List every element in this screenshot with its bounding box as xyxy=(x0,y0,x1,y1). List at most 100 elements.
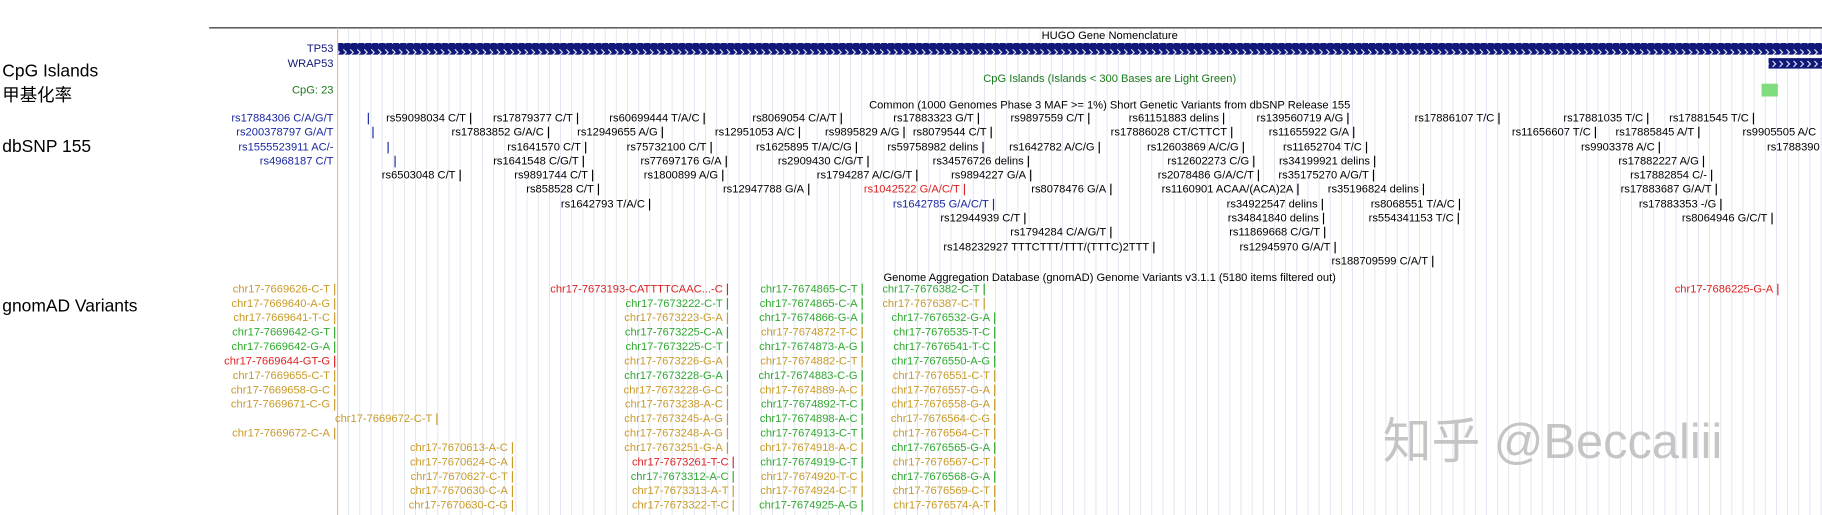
variant-label[interactable]: chr17-7674924-C-T xyxy=(760,485,857,497)
snp-label[interactable]: rs17883353 -/G xyxy=(1639,199,1716,211)
variant-label[interactable]: chr17-7674889-A-C xyxy=(760,384,858,396)
dbsnp-left-label[interactable]: rs4968187 C/T xyxy=(260,156,334,168)
snp-label[interactable]: rs12949655 A/G xyxy=(577,126,658,138)
snp-label[interactable]: rs2078486 G/A/C/T xyxy=(1158,169,1254,181)
snp-label[interactable]: rs9891744 C/T xyxy=(514,169,588,181)
snp-label[interactable]: rs34841840 delins xyxy=(1228,213,1319,225)
gene-bar[interactable] xyxy=(338,43,1822,55)
variant-label[interactable]: chr17-7669658-G-C xyxy=(231,384,330,396)
snp-label[interactable]: rs17882854 C/- xyxy=(1630,169,1707,181)
snp-label[interactable]: rs17885845 A/T xyxy=(1616,126,1695,138)
variant-label[interactable]: chr17-7674920-T-C xyxy=(761,471,858,483)
snp-label[interactable]: rs6503048 C/T xyxy=(382,169,456,181)
snp-label[interactable]: rs9903378 A/C xyxy=(1581,142,1655,154)
variant-label[interactable]: chr17-7673193-CATTTTCAAC...-C xyxy=(550,283,722,295)
variant-label[interactable]: chr17-7674872-T-C xyxy=(761,327,858,339)
snp-label[interactable]: rs59758982 delins xyxy=(887,142,978,154)
snp-label[interactable]: rs9905505 A/C xyxy=(1743,126,1817,138)
variant-label[interactable]: chr17-7670627-C-T xyxy=(411,471,508,483)
snp-label[interactable]: rs17882227 A/G xyxy=(1618,156,1699,168)
snp-label[interactable]: rs11652704 T/C xyxy=(1283,142,1362,154)
snp-label[interactable]: rs17886107 T/C xyxy=(1415,113,1495,125)
variant-label[interactable]: chr17-7669672-C-A xyxy=(232,428,330,440)
gene-name[interactable]: WRAP53 xyxy=(288,58,334,70)
snp-label[interactable]: rs34576726 delins xyxy=(933,156,1024,168)
variant-label[interactable]: chr17-7676564-C-T xyxy=(893,428,990,440)
variant-label[interactable]: chr17-7673225-C-A xyxy=(625,327,723,339)
snp-label[interactable]: rs17879377 C/T xyxy=(493,113,573,125)
snp-label[interactable]: rs17886028 CT/CTTCT xyxy=(1111,126,1228,138)
snp-label[interactable]: rs17883852 G/A/C xyxy=(452,126,544,138)
variant-label[interactable]: chr17-7676550-A-G xyxy=(892,355,990,367)
variant-label[interactable]: chr17-7673228-G-C xyxy=(624,384,723,396)
snp-label[interactable]: rs17881035 T/C xyxy=(1563,113,1643,125)
snp-label[interactable]: rs8078476 G/A xyxy=(1031,183,1106,195)
snp-label[interactable]: rs17881545 T/C xyxy=(1669,113,1749,125)
variant-label[interactable]: chr17-7676541-T-C xyxy=(893,341,990,353)
snp-label[interactable]: rs12947788 G/A xyxy=(723,183,805,195)
variant-label[interactable]: chr17-7676558-G-A xyxy=(892,399,991,411)
variant-label[interactable]: chr17-7676567-C-T xyxy=(893,456,990,468)
snp-label[interactable]: rs60699444 T/A/C xyxy=(609,113,699,125)
variant-label[interactable]: chr17-7673238-A-C xyxy=(625,399,723,411)
cpg-island[interactable] xyxy=(1761,83,1778,97)
snp-label[interactable]: rs1642782 A/C/G xyxy=(1009,142,1094,154)
snp-label[interactable]: rs1641570 C/T xyxy=(507,142,581,154)
variant-label[interactable]: chr17-7673222-C-T xyxy=(626,298,723,310)
snp-label[interactable]: rs148232927 TTTCTTT/TTT/(TTTC)2TTT xyxy=(943,242,1149,254)
gene-name[interactable]: TP53 xyxy=(307,43,334,55)
variant-label[interactable]: chr17-7669642-G-A xyxy=(232,341,331,353)
snp-label[interactable]: rs12951053 A/C xyxy=(715,126,795,138)
snp-label[interactable]: rs9897559 C/T xyxy=(1010,113,1084,125)
variant-label[interactable]: chr17-7674898-A-C xyxy=(760,413,858,425)
snp-label[interactable]: rs17883687 G/A/T xyxy=(1621,183,1712,195)
variant-label[interactable]: chr17-7673223-G-A xyxy=(624,312,723,324)
variant-label[interactable]: chr17-7676564-C-G xyxy=(891,413,990,425)
snp-label[interactable]: rs139560719 A/G xyxy=(1257,113,1344,125)
variant-label[interactable]: chr17-7676532-G-A xyxy=(892,312,991,324)
snp-label[interactable]: rs1625895 T/A/C/G xyxy=(756,142,852,154)
dbsnp-left-label[interactable]: rs1555523911 AC/- xyxy=(238,142,333,154)
variant-label[interactable]: chr17-7676574-A-T xyxy=(893,500,990,512)
snp-label[interactable]: rs1800899 A/G xyxy=(644,169,718,181)
snp-label[interactable]: rs9894227 G/A xyxy=(951,169,1026,181)
snp-label[interactable]: rs75732100 C/T xyxy=(627,142,707,154)
snp-label[interactable]: rs2909430 C/G/T xyxy=(778,156,864,168)
variant-label[interactable]: chr17-7686225-G-A xyxy=(1675,283,1774,295)
snp-label[interactable]: rs34199921 delins xyxy=(1279,156,1370,168)
snp-label[interactable]: rs1042522 G/A/C/T xyxy=(864,183,960,195)
variant-label[interactable]: chr17-7673226-G-A xyxy=(624,355,723,367)
snp-label[interactable]: rs34922547 delins xyxy=(1227,199,1318,211)
variant-label[interactable]: chr17-7676565-G-A xyxy=(892,442,991,454)
variant-label[interactable]: chr17-7674919-C-T xyxy=(760,456,857,468)
snp-label[interactable]: rs8079544 C/T xyxy=(913,126,987,138)
variant-label[interactable]: chr17-7670624-C-A xyxy=(410,456,508,468)
variant-label[interactable]: chr17-7674882-C-T xyxy=(760,355,857,367)
snp-label[interactable]: rs61151883 delins xyxy=(1129,113,1220,125)
variant-label[interactable]: chr17-7673228-G-A xyxy=(624,370,723,382)
variant-label[interactable]: chr17-7674873-A-G xyxy=(759,341,857,353)
snp-label[interactable]: rs1794284 C/A/G/T xyxy=(1010,226,1106,238)
variant-label[interactable]: chr17-7669655-C-T xyxy=(233,370,330,382)
variant-label[interactable]: chr17-7676569-C-T xyxy=(893,485,990,497)
snp-label[interactable]: rs9895829 A/G xyxy=(825,126,899,138)
variant-label[interactable]: chr17-7676535-T-C xyxy=(893,327,990,339)
snp-label[interactable]: rs8064946 G/C/T xyxy=(1682,213,1768,225)
snp-label[interactable]: rs1642785 G/A/C/T xyxy=(893,199,989,211)
snp-label[interactable]: rs12944939 C/T xyxy=(940,213,1020,225)
variant-label[interactable]: chr17-7670613-A-C xyxy=(410,442,508,454)
snp-label[interactable]: rs11656607 T/C xyxy=(1512,126,1591,138)
snp-label[interactable]: rs35196824 delins xyxy=(1328,183,1419,195)
variant-label[interactable]: chr17-7673261-T-C xyxy=(632,456,729,468)
variant-label[interactable]: chr17-7674865-C-A xyxy=(760,298,858,310)
snp-label[interactable]: rs12602273 C/G xyxy=(1167,156,1249,168)
snp-label[interactable]: rs59098034 C/T xyxy=(386,113,466,125)
variant-label[interactable]: chr17-7669640-A-G xyxy=(232,298,330,310)
snp-label[interactable]: rs1160901 ACAA/(ACA)2A xyxy=(1162,183,1294,195)
variant-label[interactable]: chr17-7669626-C-T xyxy=(233,283,330,295)
variant-label[interactable]: chr17-7676557-G-A xyxy=(892,384,991,396)
variant-label[interactable]: chr17-7669644-GT-G xyxy=(224,355,330,367)
variant-label[interactable]: chr17-7674892-T-C xyxy=(761,399,858,411)
variant-label[interactable]: chr17-7673245-A-G xyxy=(624,413,722,425)
snp-label[interactable]: rs858528 C/T xyxy=(526,183,594,195)
